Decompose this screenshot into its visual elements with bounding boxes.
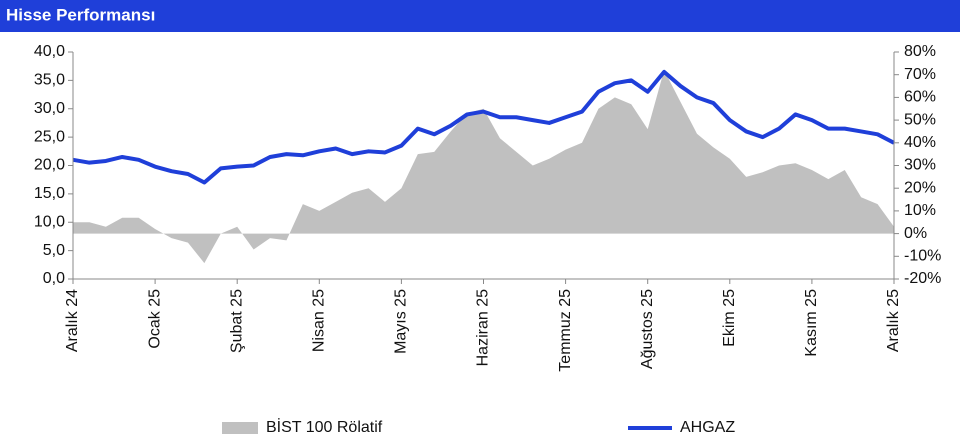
legend-swatch [222, 422, 258, 434]
legend-label: BİST 100 Rölatif [266, 417, 383, 436]
x-tick-label: Mayıs 25 [393, 289, 410, 354]
x-tick-label: Ocak 25 [146, 289, 163, 349]
y-tick-label: 30,0 [34, 100, 65, 117]
y-tick-label: 15,0 [34, 185, 65, 202]
y2-tick-label: -10% [904, 248, 941, 265]
chart-title: Hisse Performansı [6, 5, 155, 24]
y2-tick-label: 0% [904, 225, 927, 242]
x-tick-label: Nisan 25 [311, 289, 328, 352]
y2-tick-label: 10% [904, 202, 936, 219]
y2-tick-label: 40% [904, 134, 936, 151]
y2-tick-label: -20% [904, 270, 941, 287]
y2-tick-label: 80% [904, 43, 936, 60]
y-tick-label: 40,0 [34, 43, 65, 60]
y2-tick-label: 70% [904, 66, 936, 83]
y2-tick-label: 30% [904, 157, 936, 174]
x-tick-label: Aralık 25 [885, 289, 902, 352]
y2-tick-label: 50% [904, 111, 936, 128]
legend-label: AHGAZ [680, 419, 735, 436]
y-tick-label: 20,0 [34, 157, 65, 174]
x-tick-label: Ağustos 25 [639, 289, 656, 369]
header-bar [0, 0, 960, 32]
x-tick-label: Aralık 24 [64, 289, 81, 352]
x-tick-label: Haziran 25 [475, 289, 492, 366]
area [73, 70, 894, 264]
x-tick-label: Şubat 25 [228, 289, 245, 353]
x-tick-label: Kasım 25 [803, 289, 820, 357]
y-tick-label: 10,0 [34, 213, 65, 230]
y-tick-label: 35,0 [34, 72, 65, 89]
x-tick-label: Temmuz 25 [557, 289, 574, 372]
y-tick-label: 0,0 [43, 270, 65, 287]
y-tick-label: 5,0 [43, 242, 65, 259]
y-tick-label: 25,0 [34, 128, 65, 145]
line [72, 69, 895, 185]
y2-tick-label: 60% [904, 89, 936, 106]
x-tick-label: Ekim 25 [721, 289, 738, 347]
y2-tick-label: 20% [904, 179, 936, 196]
